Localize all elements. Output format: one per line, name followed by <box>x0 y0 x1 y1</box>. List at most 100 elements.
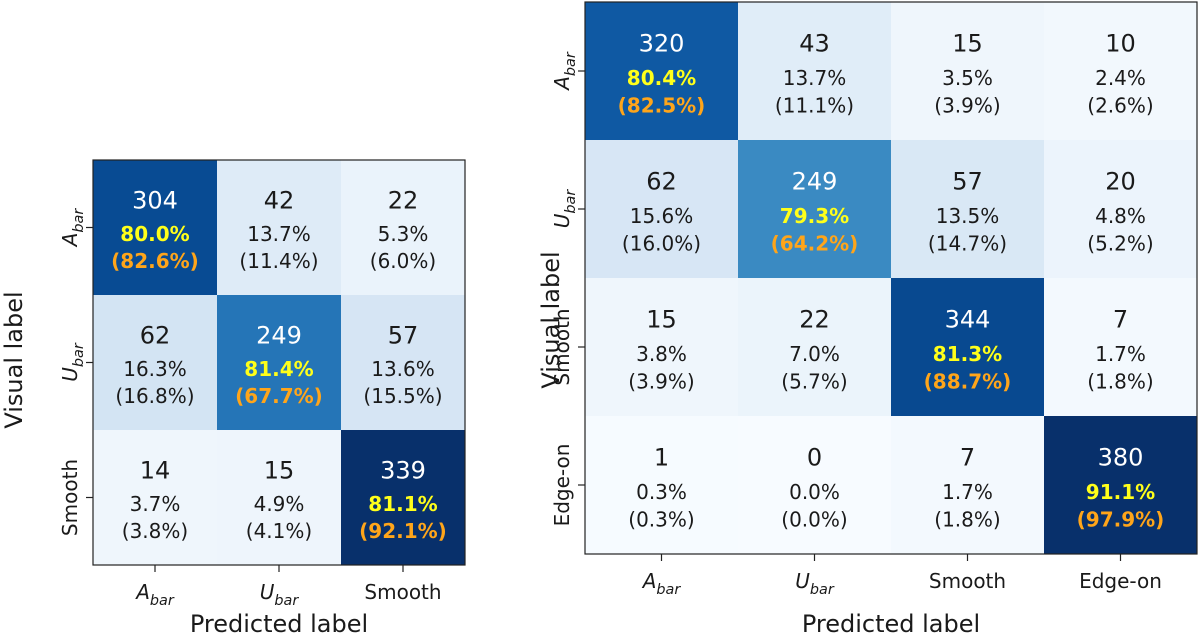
cell-row-percent: 79.3% <box>780 204 849 228</box>
cell-row-percent: 0.3% <box>636 480 687 504</box>
cell-count: 249 <box>256 322 302 350</box>
confusion-matrix-1: 304 80.0% (82.6%) 42 13.7% (11.4%) 22 5.3% (6.0%… <box>0 159 466 638</box>
cell-col-percent: (16.0%) <box>622 231 701 255</box>
cell-row-percent: 81.3% <box>933 342 1002 366</box>
cell-count: 22 <box>388 187 419 215</box>
y-tick-label: Smooth <box>58 459 82 536</box>
confusion-matrix-2: 320 80.4% (82.5%) 43 13.7% (11.1%) 15 3.5% (3.9%… <box>537 1 1198 638</box>
cell-col-percent: (88.7%) <box>924 369 1012 393</box>
cell-count: 15 <box>952 30 983 58</box>
cell-col-percent: (5.7%) <box>781 369 847 393</box>
matrix-cell <box>585 416 738 554</box>
cell-count: 20 <box>1105 168 1136 196</box>
matrix-cell <box>1044 278 1197 416</box>
cell-col-percent: (2.6%) <box>1087 93 1153 117</box>
cell-row-percent: 15.6% <box>630 204 694 228</box>
cell-count: 15 <box>264 457 295 485</box>
y-tick-label: Ubar <box>58 342 87 382</box>
matrix-cell <box>585 278 738 416</box>
cell-col-percent: (3.9%) <box>628 369 694 393</box>
y-tick-label: Edge-on <box>550 444 574 527</box>
x-tick-label: Smooth <box>364 580 441 604</box>
cell-col-percent: (5.2%) <box>1087 231 1153 255</box>
cell-count: 22 <box>799 306 830 334</box>
matrix-cell <box>891 2 1044 140</box>
cell-row-percent: 13.5% <box>936 204 1000 228</box>
cell-row-percent: 80.0% <box>120 222 189 246</box>
cell-count: 344 <box>945 306 991 334</box>
cell-row-percent: 1.7% <box>942 480 993 504</box>
y-axis-label: Visual label <box>537 251 565 388</box>
cell-row-percent: 7.0% <box>789 342 840 366</box>
cell-count: 42 <box>264 187 295 215</box>
cell-row-percent: 2.4% <box>1095 66 1146 90</box>
matrix-cell <box>738 416 891 554</box>
cell-col-percent: (1.8%) <box>1087 369 1153 393</box>
matrix-cell <box>891 140 1044 278</box>
cell-col-percent: (82.5%) <box>618 93 706 117</box>
cell-col-percent: (3.9%) <box>934 93 1000 117</box>
x-tick-label: Smooth <box>929 569 1006 593</box>
cell-row-percent: 80.4% <box>627 66 696 90</box>
matrix-cell <box>341 430 465 565</box>
cell-col-percent: (92.1%) <box>359 519 447 543</box>
cell-count: 249 <box>792 168 838 196</box>
cell-count: 7 <box>960 444 975 472</box>
cell-row-percent: 4.8% <box>1095 204 1146 228</box>
cell-col-percent: (3.8%) <box>122 519 188 543</box>
cell-row-percent: 91.1% <box>1086 480 1155 504</box>
matrix-cell <box>93 160 217 295</box>
cell-count: 380 <box>1098 444 1144 472</box>
cell-col-percent: (0.0%) <box>781 507 847 531</box>
cell-count: 7 <box>1113 306 1128 334</box>
matrix-cell <box>891 278 1044 416</box>
cell-col-percent: (4.1%) <box>246 519 312 543</box>
x-tick-label: Abar <box>641 569 682 598</box>
cell-row-percent: 13.7% <box>247 222 311 246</box>
matrix-cell <box>1044 2 1197 140</box>
x-tick-label: Abar <box>134 580 175 609</box>
cell-count: 1 <box>654 444 669 472</box>
cell-count: 43 <box>799 30 830 58</box>
matrix-cell <box>341 160 465 295</box>
cell-col-percent: (6.0%) <box>370 249 436 273</box>
cell-col-percent: (97.9%) <box>1077 507 1165 531</box>
matrix-cell <box>217 295 341 430</box>
y-tick-label: Abar <box>550 51 579 92</box>
cell-col-percent: (67.7%) <box>235 384 323 408</box>
cell-count: 57 <box>388 322 419 350</box>
cell-col-percent: (15.5%) <box>363 384 442 408</box>
cell-row-percent: 3.5% <box>942 66 993 90</box>
matrix-cell <box>585 140 738 278</box>
cell-row-percent: 81.1% <box>368 492 437 516</box>
cell-col-percent: (11.4%) <box>239 249 318 273</box>
cell-row-percent: 81.4% <box>244 357 313 381</box>
cell-row-percent: 4.9% <box>254 492 305 516</box>
cell-row-percent: 3.8% <box>636 342 687 366</box>
cell-row-percent: 16.3% <box>123 357 187 381</box>
cell-count: 304 <box>132 187 178 215</box>
matrix-cell <box>93 295 217 430</box>
x-axis-label: Predicted label <box>802 610 980 638</box>
y-tick-label: Abar <box>58 208 87 249</box>
cell-col-percent: (11.1%) <box>775 93 854 117</box>
cell-count: 62 <box>646 168 677 196</box>
matrix-cell <box>891 416 1044 554</box>
matrix-cell <box>738 278 891 416</box>
matrix-cell <box>341 295 465 430</box>
cell-count: 15 <box>646 306 677 334</box>
matrix-cell <box>585 2 738 140</box>
cell-col-percent: (16.8%) <box>115 384 194 408</box>
x-tick-label: Ubar <box>795 569 835 598</box>
matrix-cell <box>93 430 217 565</box>
x-axis-label: Predicted label <box>190 610 368 638</box>
cell-col-percent: (0.3%) <box>628 507 694 531</box>
matrix-cell <box>217 430 341 565</box>
matrix-cell <box>738 140 891 278</box>
matrix-cell <box>1044 416 1197 554</box>
cell-count: 0 <box>807 444 822 472</box>
matrix-frame <box>584 1 1198 555</box>
cell-col-percent: (1.8%) <box>934 507 1000 531</box>
cell-count: 339 <box>380 457 426 485</box>
y-tick-label: Smooth <box>550 308 574 385</box>
